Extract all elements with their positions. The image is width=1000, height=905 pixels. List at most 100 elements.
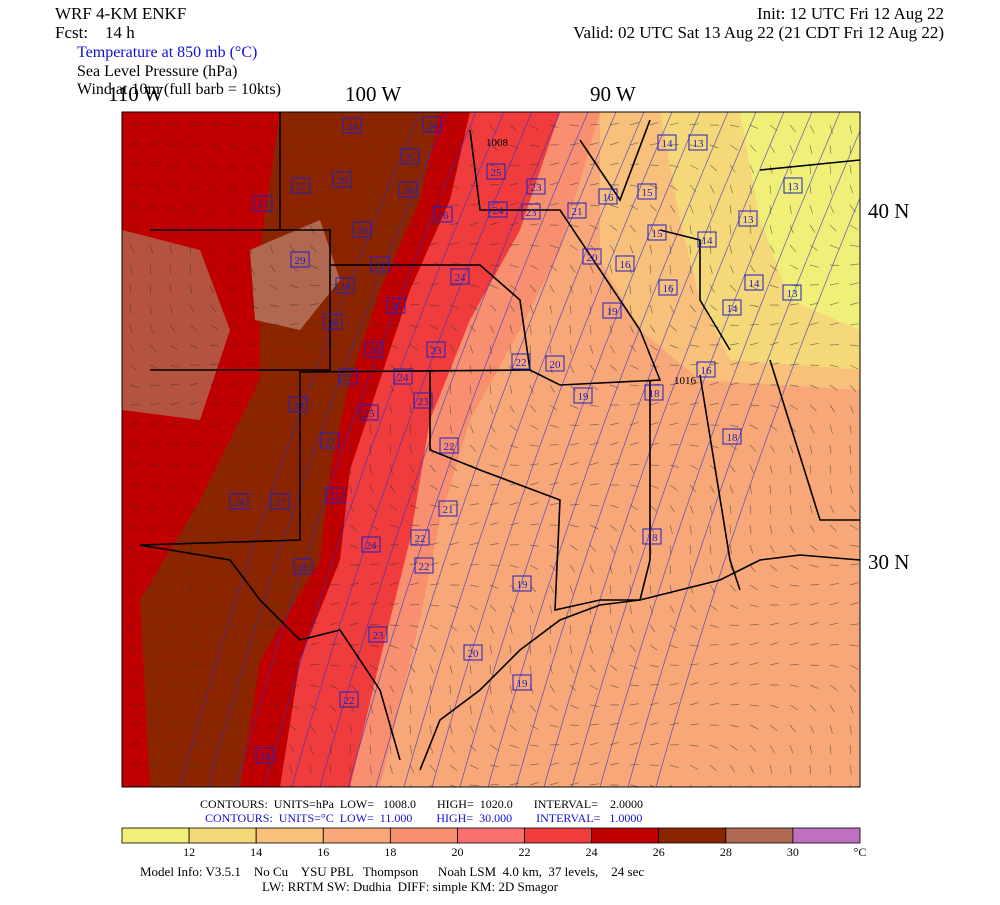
- contour-label-box: [361, 536, 381, 553]
- border: [139, 544, 401, 761]
- colorbar-tick-label: 12: [183, 845, 195, 859]
- temperature-contour-label: 26: [438, 210, 450, 222]
- state-border: [639, 359, 860, 601]
- colorbar-tick-label: 22: [519, 845, 531, 859]
- contour-line: [571, 112, 813, 787]
- contour-label-box: [738, 210, 758, 227]
- temperature-contour-label: 28: [340, 281, 352, 293]
- contour-line: [655, 196, 860, 787]
- contour-label-box: [526, 178, 546, 195]
- contour-label-box: [410, 529, 430, 546]
- contour-line: [599, 112, 841, 787]
- contour-label-box: [342, 117, 362, 134]
- contour-label-box: [253, 195, 273, 212]
- contour-label-box: [426, 341, 446, 358]
- contour-label-box: [545, 355, 565, 372]
- contour-label-box: [657, 134, 677, 151]
- contour-label-box: [338, 368, 358, 385]
- temperature-contour-label: 26: [369, 345, 381, 357]
- contour-line: [627, 129, 860, 787]
- temperature-contour-label: 13: [743, 214, 755, 226]
- contour-label-box: [400, 148, 420, 165]
- lat-label: 40 N: [868, 199, 909, 223]
- contour-label-box: [602, 302, 622, 319]
- colorbar-bin: [792, 827, 861, 844]
- temperature-contour-label: 13: [787, 288, 799, 300]
- contour-label-box: [229, 493, 249, 510]
- field-wind: Wind at 10m (full barb = 10kts): [77, 81, 281, 98]
- contour-label-box: [352, 221, 372, 238]
- colorbar-bin: [121, 827, 190, 844]
- model-info: Model Info: V3.5.1 No Cu YSU PBL Thompso…: [140, 864, 644, 879]
- contour-labels: 24 24 25 26 26 27 27 28 26 29 28 27 26 28 26 27 24 24 23 23…: [229, 116, 803, 764]
- lon-label: 90 W: [590, 82, 636, 106]
- temperature-contour-label: 22: [419, 561, 430, 573]
- temperature-contour-label: 22: [516, 357, 527, 369]
- temperature-contour-label: 24: [347, 121, 359, 133]
- temperature-contour-label: 23: [526, 207, 538, 219]
- colorbar-bin: [322, 827, 391, 844]
- colorbar-bin: [658, 827, 727, 844]
- temperature-contour-label: 13: [693, 138, 705, 150]
- contour-label-box: [398, 181, 418, 198]
- contour-label-box: [323, 313, 343, 330]
- contour-label-box: [512, 575, 532, 592]
- temperature-contour-label: 27: [325, 436, 337, 448]
- temperature-contour-label: 16: [620, 259, 632, 271]
- coastline: [419, 554, 860, 771]
- lon-label: 100 W: [345, 82, 401, 106]
- colorbar-tick-label: 24: [586, 845, 598, 859]
- temperature-contour-label: 27: [258, 199, 270, 211]
- temperature-contour-label: 24: [455, 272, 467, 284]
- temperature-contour-label: 26: [403, 185, 415, 197]
- contour-label-box: [488, 201, 508, 218]
- temperature-contour-label: 20: [587, 252, 599, 264]
- temperature-contour-label: 27: [375, 260, 387, 272]
- contour-label-box: [582, 248, 602, 265]
- temperature-contour-label: 19: [517, 678, 529, 690]
- temperature-contour-label: 27: [343, 372, 355, 384]
- temperature-contour-label: 19: [607, 306, 619, 318]
- temperature-contour-label: 22: [344, 695, 355, 707]
- forecast-hour: Fcst: 14 h: [55, 23, 135, 42]
- colorbar-tick-label: 28: [720, 845, 732, 859]
- temp-contour-info: CONTOURS: UNITS=°C LOW= 11.000 HIGH= 30.…: [205, 811, 642, 825]
- temperature-contour-label: 14: [662, 138, 674, 150]
- colorbar-bin: [389, 827, 458, 844]
- contour-label-box: [325, 487, 345, 504]
- temperature-contour-label: 20: [550, 359, 562, 371]
- lon-label: 110 W: [108, 82, 164, 106]
- contour-label-box: [658, 279, 678, 296]
- contour-label-box: [782, 284, 802, 301]
- temperature-contour-label: 23: [373, 630, 385, 642]
- colorbar-bin: [591, 827, 660, 844]
- temperature-contour-label: 19: [578, 391, 590, 403]
- borders: [139, 112, 860, 771]
- contour-label-box: [370, 256, 390, 273]
- contour-label-box: [450, 268, 470, 285]
- contour-label-box: [320, 432, 340, 449]
- contour-label-box: [573, 387, 593, 404]
- contour-label-box: [255, 747, 275, 764]
- temperature-contour-label: 24: [398, 372, 410, 384]
- contour-line: [263, 112, 505, 787]
- temperature-contour-label: 29: [293, 400, 305, 412]
- contour-label-box: [270, 493, 290, 510]
- colorbar-tick-label: 18: [384, 845, 396, 859]
- contour-label-box: [339, 691, 359, 708]
- contour-line: [487, 112, 729, 787]
- contour-label-box: [615, 255, 635, 272]
- colorbar-bin: [725, 827, 794, 844]
- colorbar-bin: [524, 827, 593, 844]
- contour-label-box: [521, 203, 541, 220]
- temperature-contour-label: 25: [405, 152, 417, 164]
- temperature-contour-label: 20: [468, 648, 480, 660]
- contour-label-box: [439, 437, 459, 454]
- temperature-contour-label: 18: [647, 532, 659, 544]
- contour-line: [543, 112, 785, 787]
- contour-line: [319, 112, 561, 787]
- contour-label-box: [438, 500, 458, 517]
- contour-label-box: [386, 297, 406, 314]
- field-pressure: Sea Level Pressure (hPa): [77, 63, 237, 80]
